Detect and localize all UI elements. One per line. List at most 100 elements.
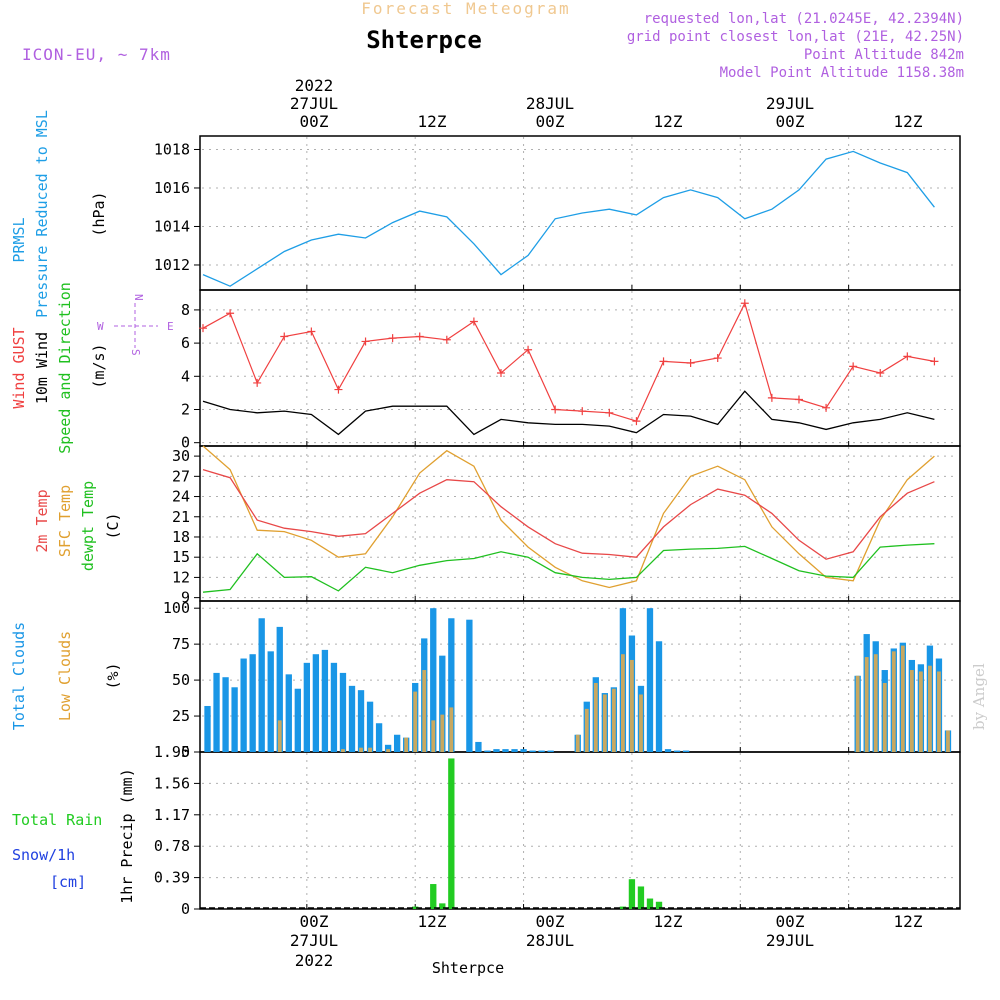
- y-tick-label: 0.78: [154, 837, 190, 855]
- precip-label-snow: Snow/1h: [12, 846, 75, 864]
- temp-label-2m: 2m Temp: [33, 489, 51, 552]
- total-cloud-bar: [664, 749, 672, 752]
- wind-panel-frame: [199, 289, 961, 447]
- info-line-4: Model Point Altitude 1158.38m: [720, 65, 964, 81]
- pressure-unit: (hPa): [90, 191, 108, 236]
- low-cloud-bar: [575, 734, 580, 752]
- low-cloud-bar: [928, 665, 932, 752]
- total-cloud-bar: [339, 672, 347, 752]
- gust-point-marker: [415, 332, 424, 341]
- low-cloud-bar: [918, 671, 923, 752]
- wind-compass: W E N S: [97, 294, 174, 356]
- low-cloud-bar: [602, 694, 607, 752]
- y-tick-label: 1012: [154, 256, 190, 274]
- bottom-station-label: Shterpce: [432, 959, 504, 977]
- total-cloud-bar: [520, 749, 527, 752]
- info-line-1: requested lon,lat (21.0245E, 42.2394N): [644, 11, 964, 27]
- low-cloud-bar: [431, 720, 436, 752]
- rain-bar: [655, 901, 663, 909]
- total-cloud-bar: [538, 750, 545, 752]
- y-tick-label: 50: [172, 671, 190, 689]
- info-line-2: grid point closest lon,lat (21E, 42.25N): [627, 29, 964, 45]
- total-cloud-bar: [231, 687, 238, 752]
- bottom-hour-label: 00Z: [300, 912, 329, 931]
- gust-point-marker: [551, 405, 560, 414]
- total-cloud-bar: [484, 750, 491, 752]
- rain-bar: [628, 879, 636, 909]
- top-hour-label: 12Z: [418, 112, 447, 131]
- cloud-labels: Total Clouds Low Clouds (%): [10, 622, 122, 730]
- temp-unit: (C): [104, 512, 122, 539]
- total-cloud-bar: [646, 608, 654, 752]
- gust-point-marker: [334, 385, 343, 394]
- y-tick-label: 6: [181, 334, 190, 352]
- total-cloud-bar: [547, 750, 554, 752]
- y-tick-label: 12: [172, 568, 190, 586]
- total-cloud-bar: [511, 749, 518, 752]
- total-cloud-bar: [258, 618, 265, 752]
- temp-label-dewpt: dewpt Temp: [79, 481, 97, 571]
- y-tick-label: 25: [172, 707, 190, 725]
- gust-point-marker: [307, 327, 316, 336]
- rain-bar: [430, 884, 437, 909]
- gust-point-marker: [442, 335, 451, 344]
- wind-labels: Wind GUST 10m Wind Speed and Direction (…: [10, 282, 174, 454]
- wind-label-10m: 10m Wind: [33, 332, 51, 404]
- rain-bar: [448, 758, 455, 909]
- y-tick-label: 15: [172, 548, 190, 566]
- low-cloud-bar: [620, 654, 625, 752]
- y-tick-label: 24: [172, 488, 190, 506]
- info-line-3: Point Altitude 842m: [804, 47, 964, 63]
- gust-point-marker: [578, 407, 587, 416]
- y-tick-label: 2: [181, 400, 190, 418]
- temp-2m-line: [202, 468, 935, 560]
- gust-point-marker: [740, 299, 749, 308]
- cloud-label-low: Low Clouds: [56, 631, 74, 721]
- low-cloud-bar: [873, 654, 878, 752]
- total-cloud-bar: [276, 626, 283, 752]
- total-cloud-bar: [366, 701, 374, 752]
- bottom-hour-label: 00Z: [536, 912, 565, 931]
- top-hour-label: 00Z: [776, 112, 805, 131]
- gust-point-marker: [253, 378, 262, 387]
- temp-labels: 2m Temp SFC Temp dewpt Temp (C): [33, 481, 122, 571]
- top-date-label: 29JUL: [766, 94, 814, 113]
- top-hour-label: 12Z: [894, 112, 923, 131]
- total-cloud-bar: [430, 608, 437, 752]
- gust-point-marker: [632, 417, 641, 426]
- gust-line: [202, 301, 935, 422]
- y-tick-label: 27: [172, 467, 190, 485]
- precip-labels: Total Rain Snow/1h [cm] 1hr Precip (mm): [12, 768, 136, 903]
- precip-label-snow-unit: [cm]: [50, 873, 86, 891]
- y-tick-label: 100: [163, 599, 190, 617]
- y-tick-label: 30: [172, 447, 190, 465]
- bottom-time-axis: 00Z 27JUL 2022 12Z 00Z 28JUL 12Z 00Z 29J…: [290, 912, 923, 977]
- low-cloud-bar: [368, 747, 372, 752]
- grid-layer: [194, 137, 958, 910]
- y-tick-label: 1014: [154, 217, 190, 235]
- pressure-label-1: PRMSL: [10, 217, 28, 262]
- gust-point-marker: [822, 403, 831, 412]
- compass-n: N: [132, 294, 145, 301]
- data-marks: [199, 150, 960, 909]
- total-cloud-bar: [285, 674, 292, 752]
- top-year-label: 2022: [295, 76, 334, 95]
- y-tick-label: 9: [181, 589, 190, 607]
- y-tick-label: 1.17: [154, 806, 190, 824]
- total-cloud-bar: [466, 619, 473, 752]
- low-cloud-bar: [449, 707, 454, 752]
- total-cloud-bar: [321, 649, 329, 752]
- total-cloud-bar: [240, 658, 247, 752]
- total-cloud-bar: [475, 741, 482, 752]
- y-tick-label: 1.95: [154, 743, 190, 761]
- y-tick-label: 1018: [154, 140, 190, 158]
- y-tick-label: 4: [181, 367, 190, 385]
- precip-panel-frame: [199, 751, 961, 910]
- total-cloud-bar: [213, 672, 220, 752]
- top-date-label: 27JUL: [290, 94, 338, 113]
- total-cloud-bar: [294, 688, 301, 752]
- low-cloud-bar: [277, 720, 282, 752]
- gust-point-marker: [686, 359, 695, 368]
- y-tick-label: 0: [181, 743, 190, 761]
